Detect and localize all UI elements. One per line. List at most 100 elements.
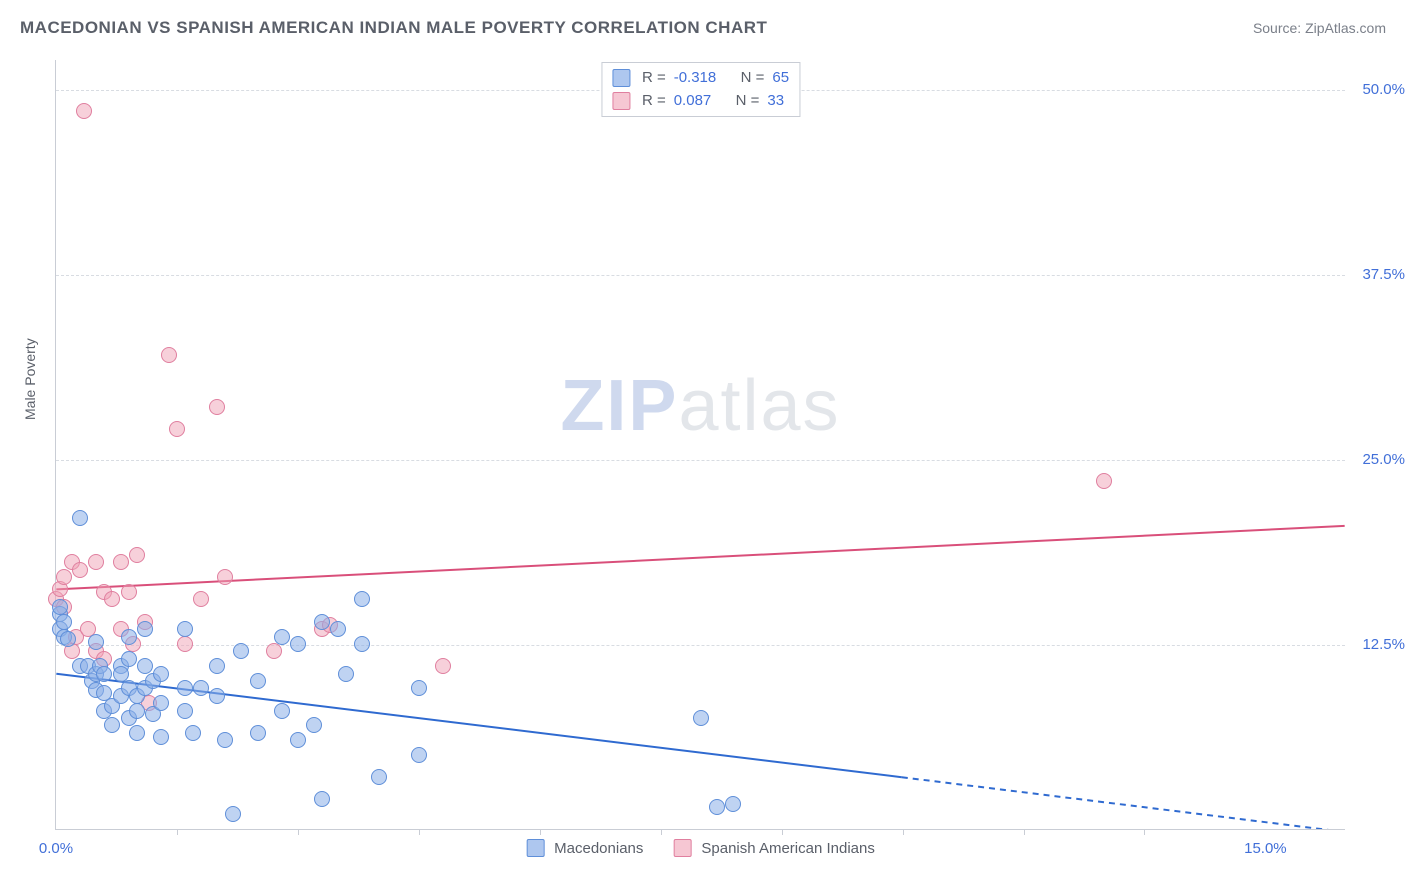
data-point-blue: [290, 732, 306, 748]
data-point-blue: [233, 643, 249, 659]
data-point-pink: [104, 591, 120, 607]
data-point-blue: [177, 621, 193, 637]
legend-label-blue: Macedonians: [554, 840, 643, 857]
data-point-blue: [354, 591, 370, 607]
data-point-blue: [96, 666, 112, 682]
data-point-blue: [153, 666, 169, 682]
legend-n-value-blue: 65: [772, 67, 789, 90]
data-point-pink: [129, 547, 145, 563]
data-point-blue: [250, 673, 266, 689]
data-point-blue: [274, 703, 290, 719]
xtick-label: 0.0%: [39, 840, 73, 857]
xtick-minor: [1024, 829, 1025, 835]
legend-swatch-blue: [612, 69, 630, 87]
ytick-label: 12.5%: [1350, 636, 1405, 653]
data-point-blue: [137, 621, 153, 637]
source-attribution: Source: ZipAtlas.com: [1253, 20, 1386, 36]
data-point-blue: [177, 680, 193, 696]
data-point-blue: [56, 614, 72, 630]
chart-title: MACEDONIAN VS SPANISH AMERICAN INDIAN MA…: [20, 18, 767, 38]
data-point-blue: [153, 729, 169, 745]
watermark: ZIPatlas: [560, 365, 840, 447]
legend-n-label: N =: [736, 90, 760, 113]
data-point-pink: [209, 399, 225, 415]
data-point-blue: [338, 666, 354, 682]
data-point-blue: [129, 725, 145, 741]
data-point-blue: [306, 717, 322, 733]
data-point-blue: [121, 651, 137, 667]
data-point-blue: [217, 732, 233, 748]
legend-item-pink: Spanish American Indians: [673, 839, 874, 857]
data-point-pink: [1096, 473, 1112, 489]
data-point-blue: [371, 769, 387, 785]
data-point-blue: [121, 629, 137, 645]
ytick-label: 37.5%: [1350, 266, 1405, 283]
legend-row-pink: R = 0.087 N = 33: [612, 90, 789, 113]
legend-n-value-pink: 33: [767, 90, 784, 113]
data-point-blue: [60, 631, 76, 647]
data-point-blue: [411, 747, 427, 763]
xtick-minor: [661, 829, 662, 835]
data-point-pink: [56, 569, 72, 585]
data-point-blue: [314, 791, 330, 807]
correlation-legend: R = -0.318 N = 65 R = 0.087 N = 33: [601, 62, 800, 117]
data-point-blue: [330, 621, 346, 637]
data-point-pink: [113, 554, 129, 570]
data-point-blue: [193, 680, 209, 696]
data-point-blue: [52, 599, 68, 615]
data-point-pink: [193, 591, 209, 607]
xtick-minor: [1144, 829, 1145, 835]
plot-area: ZIPatlas R = -0.318 N = 65 R = 0.087 N =…: [55, 60, 1345, 830]
xtick-minor: [903, 829, 904, 835]
legend-n-label: N =: [741, 67, 765, 90]
legend-swatch-blue: [526, 839, 544, 857]
series-legend: Macedonians Spanish American Indians: [526, 839, 875, 857]
data-point-blue: [72, 510, 88, 526]
data-point-blue: [137, 658, 153, 674]
data-point-blue: [709, 799, 725, 815]
data-point-blue: [185, 725, 201, 741]
data-point-blue: [354, 636, 370, 652]
data-point-blue: [209, 658, 225, 674]
xtick-minor: [782, 829, 783, 835]
y-axis-label: Male Poverty: [22, 338, 38, 420]
gridline-h: [56, 275, 1345, 276]
watermark-zip: ZIP: [560, 366, 678, 446]
legend-r-label: R =: [642, 67, 666, 90]
data-point-pink: [121, 584, 137, 600]
data-point-blue: [274, 629, 290, 645]
legend-r-value-blue: -0.318: [674, 67, 717, 90]
data-point-blue: [104, 717, 120, 733]
data-point-blue: [225, 806, 241, 822]
data-point-pink: [266, 643, 282, 659]
data-point-pink: [169, 421, 185, 437]
ytick-label: 50.0%: [1350, 81, 1405, 98]
header: MACEDONIAN VS SPANISH AMERICAN INDIAN MA…: [20, 18, 1386, 38]
data-point-blue: [290, 636, 306, 652]
xtick-minor: [540, 829, 541, 835]
xtick-minor: [177, 829, 178, 835]
xtick-label: 15.0%: [1244, 840, 1287, 857]
legend-row-blue: R = -0.318 N = 65: [612, 67, 789, 90]
data-point-pink: [161, 347, 177, 363]
data-point-pink: [76, 103, 92, 119]
ytick-label: 25.0%: [1350, 451, 1405, 468]
legend-item-blue: Macedonians: [526, 839, 643, 857]
legend-r-value-pink: 0.087: [674, 90, 712, 113]
data-point-blue: [113, 666, 129, 682]
legend-swatch-pink: [612, 92, 630, 110]
data-point-pink: [88, 554, 104, 570]
data-point-blue: [129, 703, 145, 719]
legend-r-label: R =: [642, 90, 666, 113]
data-point-blue: [314, 614, 330, 630]
legend-swatch-pink: [673, 839, 691, 857]
gridline-h: [56, 460, 1345, 461]
data-point-blue: [725, 796, 741, 812]
data-point-blue: [177, 703, 193, 719]
data-point-blue: [693, 710, 709, 726]
data-point-blue: [209, 688, 225, 704]
data-point-pink: [72, 562, 88, 578]
data-point-blue: [153, 695, 169, 711]
data-point-pink: [177, 636, 193, 652]
watermark-atlas: atlas: [678, 366, 840, 446]
